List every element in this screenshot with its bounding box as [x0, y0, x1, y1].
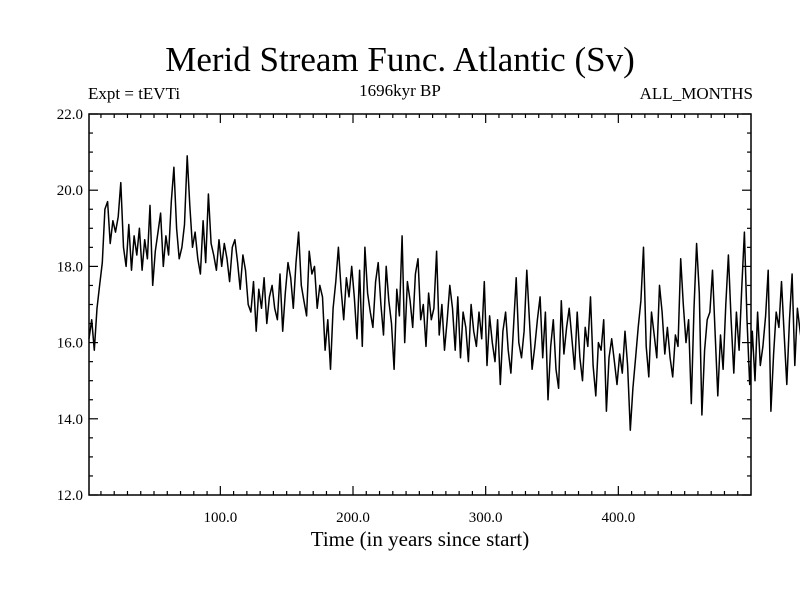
x-tick-label: 400.0	[601, 510, 635, 526]
x-tick-label: 300.0	[469, 510, 503, 526]
x-axis-label: Time (in years since start)	[310, 527, 530, 551]
chart-subtitle: 1696kyr BP	[359, 81, 441, 100]
x-tick-label: 200.0	[336, 510, 370, 526]
x-tick-label: 100.0	[203, 510, 237, 526]
series-line	[88, 155, 800, 431]
y-tick-label: 20.0	[57, 183, 83, 199]
y-tick-label: 14.0	[57, 412, 83, 428]
y-tick-label: 18.0	[57, 259, 83, 275]
y-tick-label: 16.0	[57, 336, 83, 352]
chart-title: Merid Stream Func. Atlantic (Sv)	[165, 40, 635, 79]
y-tick-label: 22.0	[57, 107, 83, 123]
experiment-label: Expt = tEVTi	[88, 84, 181, 103]
y-tick-label: 12.0	[57, 488, 83, 504]
months-label: ALL_MONTHS	[639, 84, 753, 103]
